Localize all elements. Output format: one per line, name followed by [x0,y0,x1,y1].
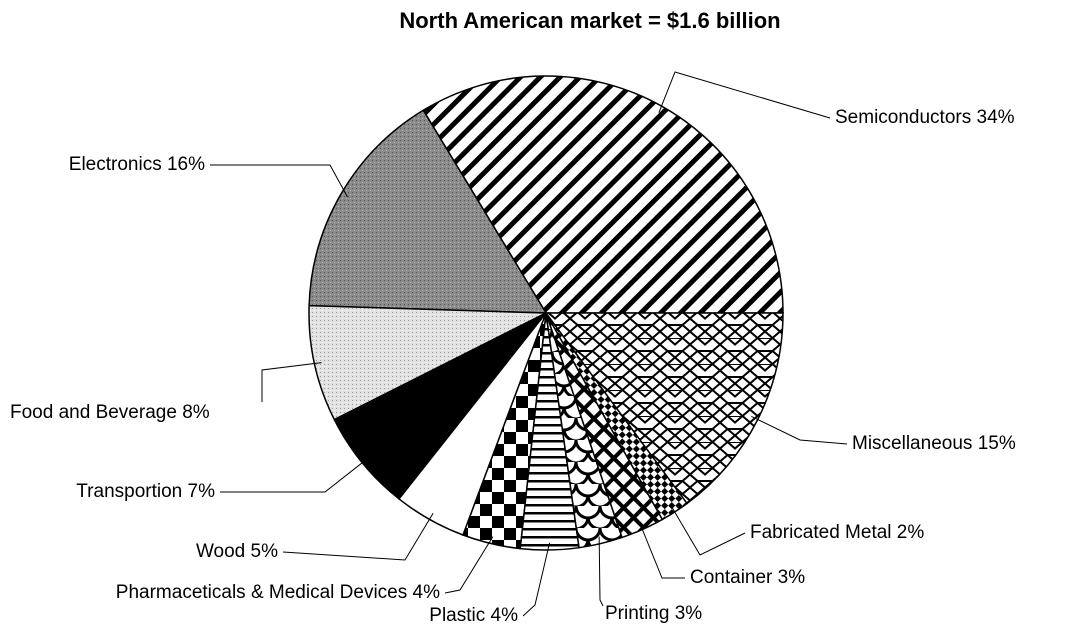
category-label: Miscellaneous [852,433,972,454]
value-label: 8% [182,402,210,423]
slice-label: Fabricated Metal 2% [750,522,924,543]
value-label: 15% [978,433,1016,454]
value-label: 3% [778,567,806,588]
pie-slice [422,75,784,314]
category-label: Plastic [429,605,485,626]
category-label: Printing [605,603,669,624]
value-label: 2% [897,522,925,543]
pie-slice [308,109,548,314]
leader-line [261,362,322,402]
value-label: 34% [977,107,1015,128]
value-label: 4% [491,605,519,626]
category-label: Electronics [69,154,162,175]
leader-line [444,536,494,594]
slice-label: Container 3% [690,567,805,588]
category-label: Wood [196,541,245,562]
pie-slice [308,304,547,421]
slice-label: Printing 3% [605,603,702,624]
slice-label: Transportion 7% [76,481,215,502]
slice-label: Electronics 16% [69,154,205,175]
slice-label: Pharmaceticals & Medical Devices 4% [116,582,440,603]
slice-label: Miscellaneous 15% [852,433,1016,454]
slice-label: Wood 5% [196,541,278,562]
value-label: 5% [251,541,279,562]
category-label: Fabricated Metal [750,522,892,543]
category-label: Semiconductors [835,107,971,128]
category-label: Food and Beverage [10,402,177,423]
leader-line [639,522,685,579]
value-label: 4% [413,582,441,603]
value-label: 3% [675,603,703,624]
category-label: Container [690,567,773,588]
leader-line [220,457,369,493]
slice-label: Plastic 4% [429,605,518,626]
leader-line [210,164,348,198]
leader-line [658,71,831,119]
value-label: 7% [188,481,216,502]
category-label: Transportion [76,481,182,502]
category-label: Pharmaceticals & Medical Devices [116,582,407,603]
slice-label: Food and Beverage 8% [10,402,210,423]
leader-line [670,505,746,556]
chart-title: North American market = $1.6 billion [399,8,780,33]
leader-line [282,513,434,561]
leader-line [598,536,604,607]
leader-line [522,542,551,617]
leader-line [751,415,848,445]
slice-label: Semiconductors 34% [835,107,1015,128]
value-label: 16% [167,154,205,175]
